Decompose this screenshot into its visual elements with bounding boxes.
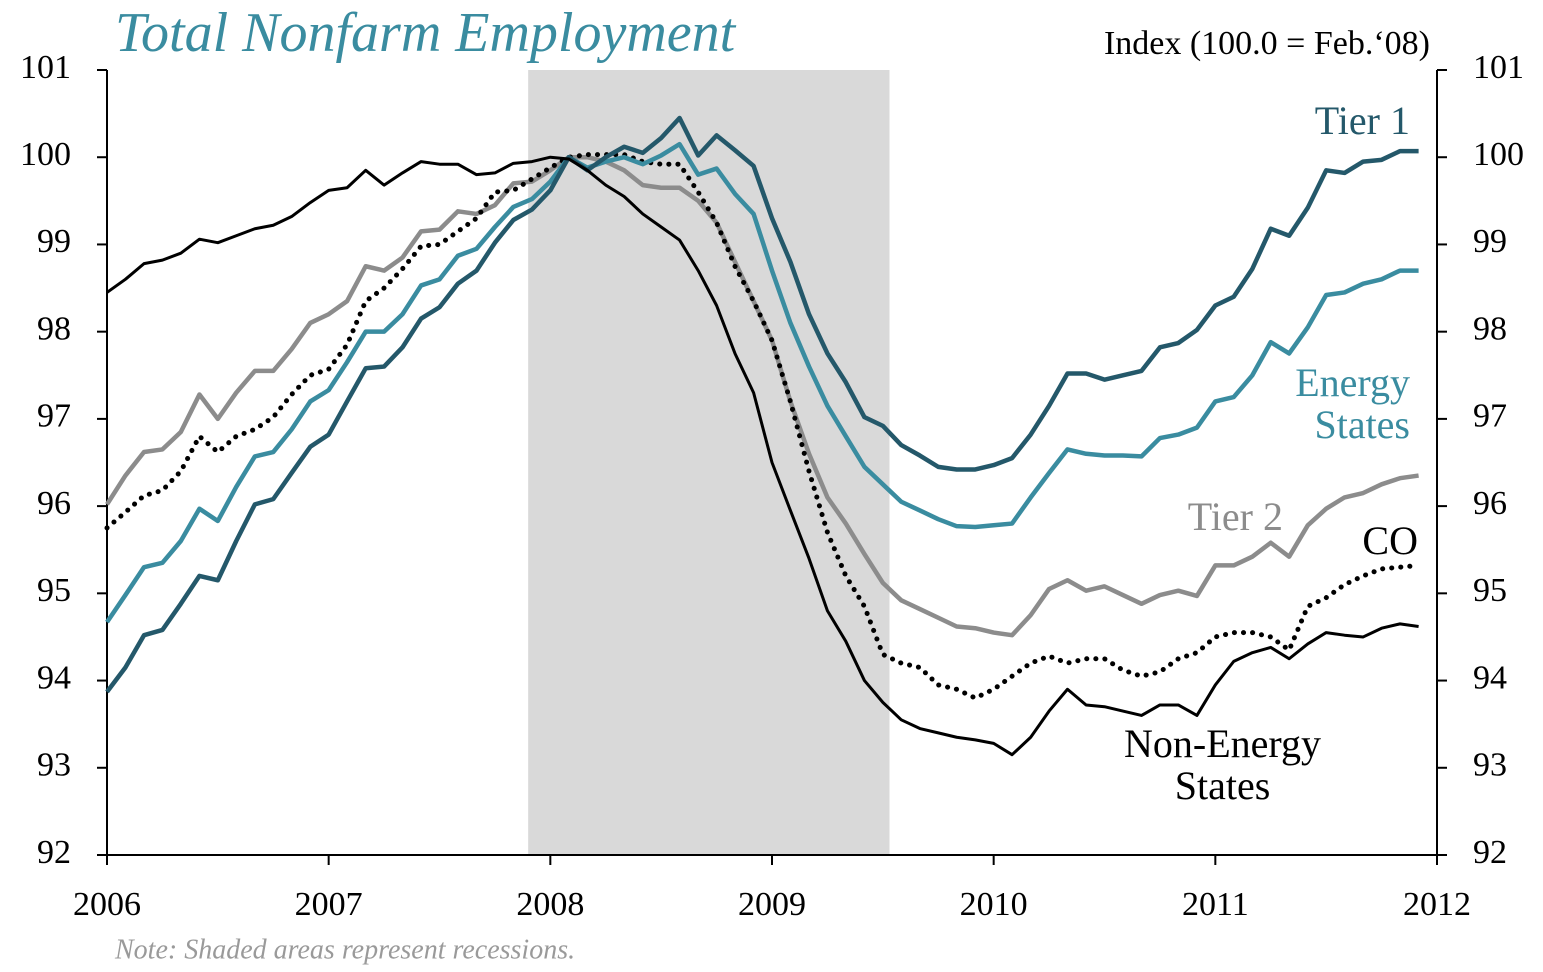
y-tick-label: 93 [37,747,71,784]
series-label: Tier 2 [1187,494,1283,539]
chart-title: Total Nonfarm Employment [115,2,737,64]
y-tick-label: 98 [37,310,71,347]
y2-tick-label: 92 [1473,834,1507,871]
x-tick-label: 2009 [738,886,806,923]
y-tick-label: 97 [37,398,71,435]
x-tick-label: 2006 [73,886,141,923]
y2-tick-label: 94 [1473,659,1507,696]
series-line [105,115,1419,694]
y-tick-label: 100 [20,136,71,173]
chart-subtitle: Index (100.0 = Feb.‘08) [1104,25,1430,62]
y-tick-label: 95 [37,572,71,609]
y2-tick-label: 97 [1473,398,1507,435]
series-line [106,155,1419,757]
y2-tick-label: 101 [1473,49,1524,86]
x-tick-label: 2012 [1403,886,1471,923]
x-tick-label: 2011 [1182,886,1249,923]
y2-tick-label: 99 [1473,223,1507,260]
x-tick-label: 2008 [516,886,584,923]
x-tick-label: 2010 [960,886,1028,923]
y-tick-label: 96 [37,485,71,522]
y2-tick-label: 98 [1473,310,1507,347]
y2-tick-label: 93 [1473,747,1507,784]
series-label: Tier 1 [1314,98,1410,143]
y2-tick-label: 96 [1473,485,1507,522]
x-tick-label: 2007 [295,886,363,923]
y-tick-label: 94 [37,659,71,696]
note: Note: Shaded areas represent recessions. [114,934,575,965]
y-tick-label: 99 [37,223,71,260]
series-label: Energy States [1295,360,1410,447]
recession-band [528,70,890,855]
y2-tick-label: 100 [1473,136,1524,173]
y-tick-label: 101 [20,49,71,86]
series-label: Non-Energy States [1124,721,1321,808]
series-line [105,154,1419,638]
series-label: CO [1362,518,1418,563]
y-tick-label: 92 [37,834,71,871]
y2-tick-label: 95 [1473,572,1507,609]
series-line [105,141,1419,624]
